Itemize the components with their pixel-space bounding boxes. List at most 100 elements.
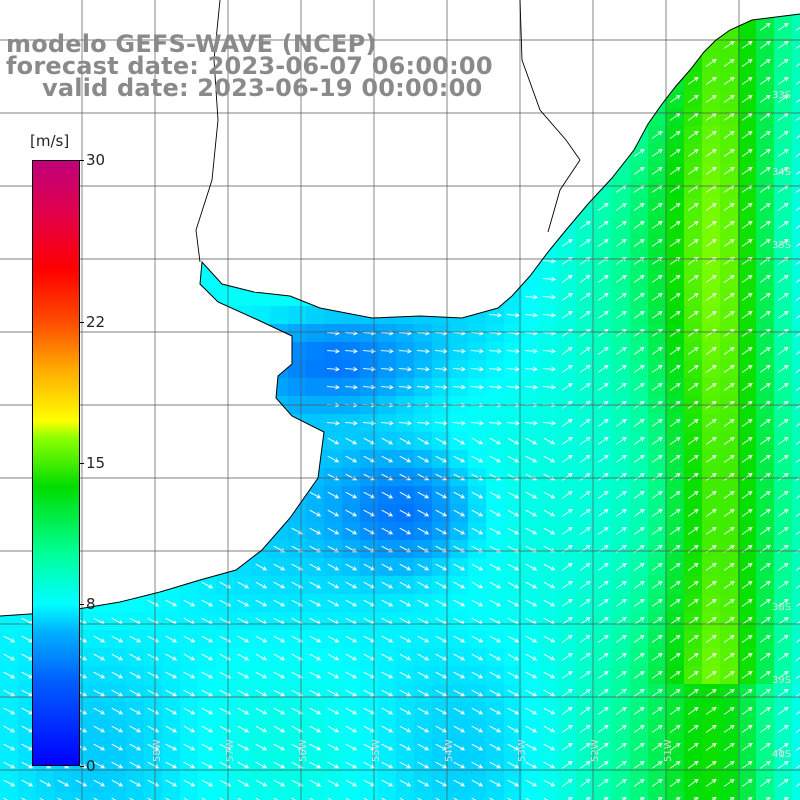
wind-arrow [309,689,322,697]
wind-arrow [201,707,214,715]
wind-arrow [759,149,771,157]
wind-arrow [759,419,771,427]
wind-arrow [795,729,800,733]
wind-arrow [777,239,789,247]
wind-arrow [795,45,800,49]
wind-arrow [705,149,717,157]
wind-arrow [597,761,609,769]
wind-arrow [669,437,681,445]
wind-arrow [777,563,789,571]
wind-arrows [3,9,800,800]
wind-arrow [327,689,340,697]
colorbar-tick-mark [80,321,84,323]
wind-arrow [165,689,178,697]
wind-arrow [237,761,250,769]
wind-arrow [543,707,556,715]
wind-arrow [597,527,609,535]
wind-arrow [525,491,538,499]
wind-speed-cell [522,792,541,800]
wind-arrow [633,167,645,175]
wind-arrow [255,689,268,697]
wind-arrow [561,761,573,769]
wind-arrow [525,455,538,463]
wind-arrow [561,743,573,751]
wind-arrow [165,707,178,715]
wind-arrow [795,81,800,85]
wind-arrow [525,689,538,697]
wind-arrow [398,384,412,390]
wind-arrow [183,599,196,607]
wind-arrow [543,491,556,499]
wind-arrow [309,779,322,787]
wind-arrow [723,491,735,499]
wind-arrow [381,563,394,571]
wind-arrow [651,635,663,643]
wind-speed-cell [0,792,19,800]
wind-arrow [687,293,699,301]
wind-arrow [615,725,627,733]
wind-arrow [525,563,538,571]
wind-arrow [795,603,800,607]
wind-arrow [111,779,124,787]
wind-arrow [669,221,681,229]
wind-arrow [705,167,717,175]
wind-arrow [705,455,717,463]
wind-arrow [273,797,279,800]
wind-arrow [561,653,573,661]
wind-arrow [759,131,771,139]
wind-arrow [399,635,412,643]
wind-arrow [326,420,340,426]
wind-arrow [165,725,178,733]
wind-arrow [651,563,663,571]
wind-arrow [741,707,753,715]
wind-arrow [579,437,591,445]
wind-arrow [723,95,735,103]
wind-arrow [453,599,466,607]
wind-arrow [795,747,800,751]
wind-arrow [687,671,699,679]
wind-arrow [435,509,448,517]
wind-arrow [579,743,591,751]
wind-arrow [309,653,322,661]
wind-speed-cell [792,648,800,667]
wind-arrow [633,491,645,499]
wind-arrow [488,312,502,318]
wind-arrow [723,779,735,787]
wind-arrow [615,635,627,643]
wind-arrow [39,779,52,787]
wind-arrow [201,671,214,679]
wind-arrow [345,599,358,607]
wind-arrow [561,635,573,643]
wind-arrow [705,383,717,391]
border-line [519,0,581,233]
wind-speed-cell [648,792,667,800]
wind-arrow [615,239,627,247]
wind-arrow [759,527,771,535]
wind-speed-cell [486,792,505,800]
coastline [0,0,800,617]
wind-arrow [327,527,340,535]
wind-arrow [615,383,627,391]
wind-arrow [597,383,609,391]
wind-arrow [651,653,663,661]
wind-arrow [669,653,681,661]
wind-arrow [471,671,484,679]
wind-arrow [380,420,394,426]
wind-speed-cell [72,792,91,800]
wind-arrow [507,509,520,517]
colorbar-tick-label: 8 [86,595,96,614]
wind-arrow [579,527,591,535]
wind-speed-cell [792,270,800,289]
wind-arrow [471,707,484,715]
wind-arrow [777,527,789,535]
wind-arrow [345,455,358,463]
wind-arrow [471,725,484,733]
wind-speed-cell [702,792,721,800]
wind-arrow [525,599,538,607]
wind-arrow [579,599,591,607]
wind-arrow [741,239,753,247]
wind-arrow [93,653,106,661]
wind-arrow [417,473,430,481]
wind-arrow [543,725,556,733]
wind-arrow [129,707,142,715]
